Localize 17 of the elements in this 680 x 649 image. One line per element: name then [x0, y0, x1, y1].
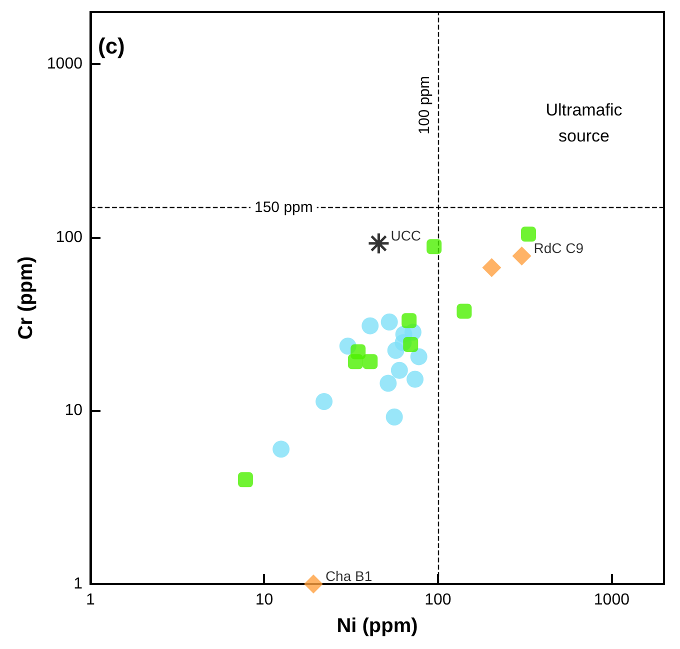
y-tick-label: 1000 [46, 56, 83, 73]
x-tick-label: 10 [255, 592, 274, 608]
annotation: RdC C9 [534, 240, 584, 256]
text: (c) [98, 34, 125, 58]
y-tick-label: 10 [64, 402, 83, 420]
annotation: UCC [390, 227, 422, 244]
y-tick-label: 1 [74, 576, 83, 592]
annotation: Ultramafic source [546, 100, 623, 146]
x-axis-title: Ni (ppm) [336, 615, 418, 637]
y-tick-label: 100 [56, 228, 83, 246]
x-tick-label: 1000 [594, 592, 630, 608]
x-tick-label: 100 [424, 592, 452, 608]
ref-line-label: 150 ppm [254, 198, 313, 216]
ref-line-label: 100 ppm [416, 76, 433, 134]
y-axis-title: Cr (ppm) [15, 256, 37, 340]
annotation: Cha B1 [325, 568, 372, 584]
x-tick-label: 1 [86, 592, 96, 608]
